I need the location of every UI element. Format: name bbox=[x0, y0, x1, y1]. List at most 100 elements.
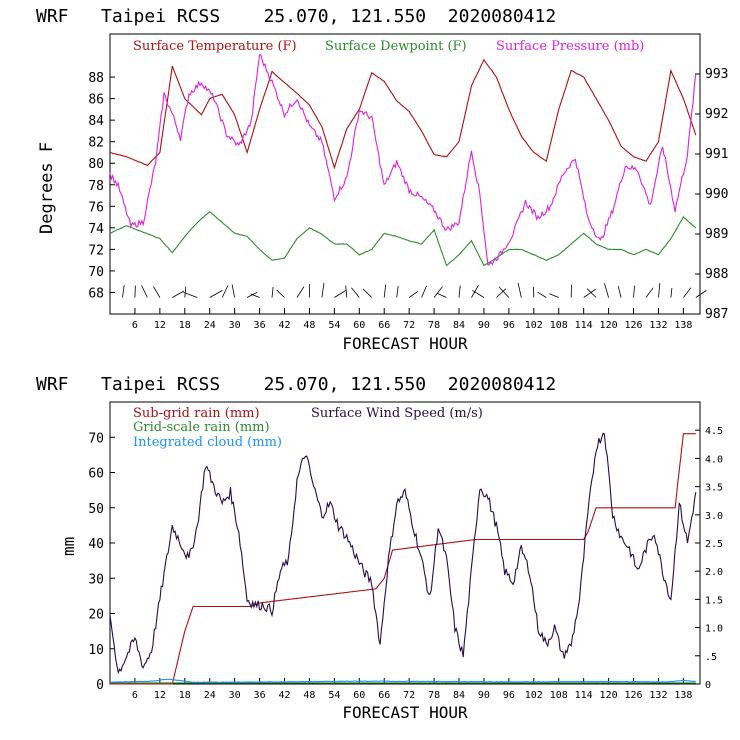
x-tick-label: 114 bbox=[575, 320, 593, 331]
legend-temperature: Surface Temperature (F) bbox=[133, 39, 297, 54]
y-tick-label: 10 bbox=[88, 643, 104, 658]
wind-barb bbox=[153, 286, 161, 298]
legend-dewpoint: Surface Dewpoint (F) bbox=[325, 39, 467, 54]
y2-tick-label: 991 bbox=[705, 147, 728, 162]
wind-barb bbox=[141, 285, 148, 298]
y2-tick-label: 2.0 bbox=[705, 567, 723, 578]
panel-bottom-legend: Sub-grid rain (mm) Surface Wind Speed (m… bbox=[133, 406, 483, 450]
series-surface-pressure-mb bbox=[109, 54, 697, 267]
series-surface-temperature-f bbox=[109, 58, 697, 170]
wind-barbs-row bbox=[122, 282, 707, 298]
x-axis-ticks: 6 12 18 24 30 36 42 48 54 60 66 72 78 84 90 96 102 108 114… bbox=[132, 308, 692, 331]
y2-tick-label: 990 bbox=[705, 187, 728, 202]
x-tick-label: 66 bbox=[378, 690, 390, 701]
y2-tick-label: 993 bbox=[705, 67, 728, 82]
series-surface-dewpoint-f bbox=[109, 211, 697, 267]
y-tick-label: 84 bbox=[88, 114, 104, 129]
y2-tick-label: 3.0 bbox=[705, 511, 723, 522]
x-tick-label: 12 bbox=[154, 690, 166, 701]
panel-top-ylabel: Degrees F bbox=[37, 142, 57, 234]
wind-barb bbox=[583, 288, 597, 298]
y2-tick-label: 988 bbox=[705, 267, 728, 282]
y-tick-label: 70 bbox=[88, 431, 104, 446]
y2-tick-label: 0 bbox=[705, 680, 711, 691]
x-tick-label: 60 bbox=[353, 320, 365, 331]
wind-barb bbox=[345, 285, 348, 298]
wind-barb bbox=[134, 285, 136, 298]
wind-barb bbox=[334, 290, 346, 298]
y-tick-label: 80 bbox=[88, 157, 104, 172]
wind-barb bbox=[695, 290, 707, 298]
panel-bottom-header: WRF Taipei RCSS 25.070, 121.550 20200804… bbox=[36, 374, 556, 395]
wind-barb bbox=[271, 287, 274, 298]
x-tick-label: 120 bbox=[600, 690, 618, 701]
wind-barb bbox=[421, 285, 427, 298]
x-tick-label: 30 bbox=[229, 320, 241, 331]
wind-barb bbox=[296, 286, 305, 298]
y2-tick-label: 3.5 bbox=[705, 483, 723, 494]
x-tick-label: 18 bbox=[179, 320, 191, 331]
wind-barb bbox=[645, 287, 654, 298]
wind-barb bbox=[517, 282, 522, 298]
panel-bottom-ylabel: mm bbox=[59, 537, 78, 556]
wind-barb bbox=[321, 282, 325, 298]
y-tick-label: 88 bbox=[88, 71, 104, 86]
y-tick-label: 50 bbox=[88, 502, 104, 517]
x-tick-label: 60 bbox=[353, 690, 365, 701]
x-tick-label: 66 bbox=[378, 320, 390, 331]
left-axis-ticks: 0 10 20 30 40 50 60 70 bbox=[88, 431, 115, 693]
y2-tick-label: 4.0 bbox=[705, 454, 723, 465]
x-tick-label: 132 bbox=[649, 320, 667, 331]
wind-barb bbox=[604, 283, 609, 298]
wind-barb bbox=[183, 292, 198, 298]
wind-barb bbox=[498, 286, 510, 298]
series-lines bbox=[109, 432, 697, 685]
wind-barb bbox=[471, 285, 479, 298]
x-tick-label: 24 bbox=[204, 690, 216, 701]
wind-barb bbox=[549, 293, 559, 298]
wind-barb bbox=[472, 289, 485, 298]
x-tick-label: 48 bbox=[303, 690, 315, 701]
y-tick-label: 70 bbox=[88, 265, 104, 280]
legend-subgrid-rain: Sub-grid rain (mm) bbox=[133, 406, 260, 421]
x-tick-label: 36 bbox=[254, 690, 266, 701]
wind-barb bbox=[362, 288, 373, 298]
x-tick-label: 138 bbox=[674, 320, 692, 331]
y-tick-label: 0 bbox=[96, 678, 104, 693]
wind-barb bbox=[246, 292, 258, 298]
wind-barb bbox=[221, 285, 229, 298]
wind-barb bbox=[351, 287, 360, 298]
legend-gridscale-rain: Grid-scale rain (mm) bbox=[133, 420, 270, 435]
right-axis-ticks: 0 .5 1.0 1.5 2.0 2.5 3.0 3.5 4.0 4.5 bbox=[695, 426, 723, 691]
y-tick-label: 78 bbox=[88, 179, 104, 194]
y2-tick-label: 987 bbox=[705, 307, 728, 322]
wind-barb bbox=[496, 288, 507, 298]
series-integrated-cloud-mm bbox=[109, 678, 696, 683]
panel-top-xlabel: FORECAST HOUR bbox=[342, 334, 468, 353]
legend-wind-speed: Surface Wind Speed (m/s) bbox=[311, 406, 483, 421]
x-tick-label: 48 bbox=[303, 320, 315, 331]
y-tick-label: 68 bbox=[88, 286, 104, 301]
wind-barb bbox=[670, 287, 673, 298]
wind-barb bbox=[122, 285, 125, 298]
x-tick-label: 12 bbox=[154, 320, 166, 331]
x-tick-label: 102 bbox=[525, 690, 543, 701]
wind-barb bbox=[458, 285, 461, 298]
x-tick-label: 84 bbox=[453, 320, 465, 331]
series-lines bbox=[109, 54, 697, 267]
y-tick-label: 60 bbox=[88, 467, 104, 482]
x-tick-label: 126 bbox=[624, 690, 642, 701]
x-tick-label: 78 bbox=[428, 320, 440, 331]
wind-barb bbox=[633, 285, 635, 298]
x-tick-label: 102 bbox=[525, 320, 543, 331]
y2-tick-label: 2.5 bbox=[705, 539, 723, 550]
y-tick-label: 20 bbox=[88, 608, 104, 623]
x-tick-label: 54 bbox=[328, 320, 340, 331]
y-tick-label: 72 bbox=[88, 243, 104, 258]
panel-bottom-xlabel: FORECAST HOUR bbox=[342, 703, 468, 722]
x-tick-label: 18 bbox=[179, 690, 191, 701]
y2-tick-label: 1.5 bbox=[705, 595, 723, 606]
x-tick-label: 42 bbox=[278, 690, 290, 701]
